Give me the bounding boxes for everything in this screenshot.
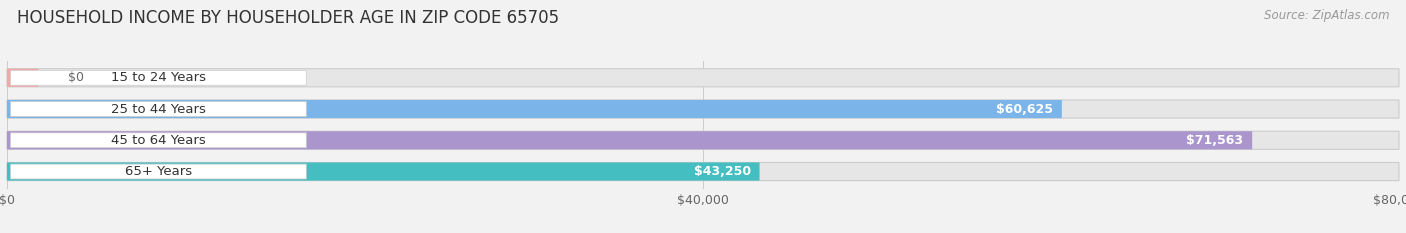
Text: $71,563: $71,563 xyxy=(1187,134,1243,147)
FancyBboxPatch shape xyxy=(7,69,38,87)
FancyBboxPatch shape xyxy=(7,131,1253,149)
FancyBboxPatch shape xyxy=(10,102,307,116)
FancyBboxPatch shape xyxy=(10,70,307,85)
Text: 15 to 24 Years: 15 to 24 Years xyxy=(111,71,205,84)
Text: 45 to 64 Years: 45 to 64 Years xyxy=(111,134,205,147)
Text: $0: $0 xyxy=(67,71,84,84)
Text: $60,625: $60,625 xyxy=(997,103,1053,116)
FancyBboxPatch shape xyxy=(10,133,307,148)
Text: $43,250: $43,250 xyxy=(693,165,751,178)
Text: HOUSEHOLD INCOME BY HOUSEHOLDER AGE IN ZIP CODE 65705: HOUSEHOLD INCOME BY HOUSEHOLDER AGE IN Z… xyxy=(17,9,560,27)
FancyBboxPatch shape xyxy=(7,100,1062,118)
FancyBboxPatch shape xyxy=(7,162,759,181)
Text: Source: ZipAtlas.com: Source: ZipAtlas.com xyxy=(1264,9,1389,22)
FancyBboxPatch shape xyxy=(7,131,1399,149)
Text: 25 to 44 Years: 25 to 44 Years xyxy=(111,103,205,116)
FancyBboxPatch shape xyxy=(7,100,1399,118)
FancyBboxPatch shape xyxy=(10,164,307,179)
FancyBboxPatch shape xyxy=(7,69,1399,87)
FancyBboxPatch shape xyxy=(7,162,1399,181)
Text: 65+ Years: 65+ Years xyxy=(125,165,193,178)
